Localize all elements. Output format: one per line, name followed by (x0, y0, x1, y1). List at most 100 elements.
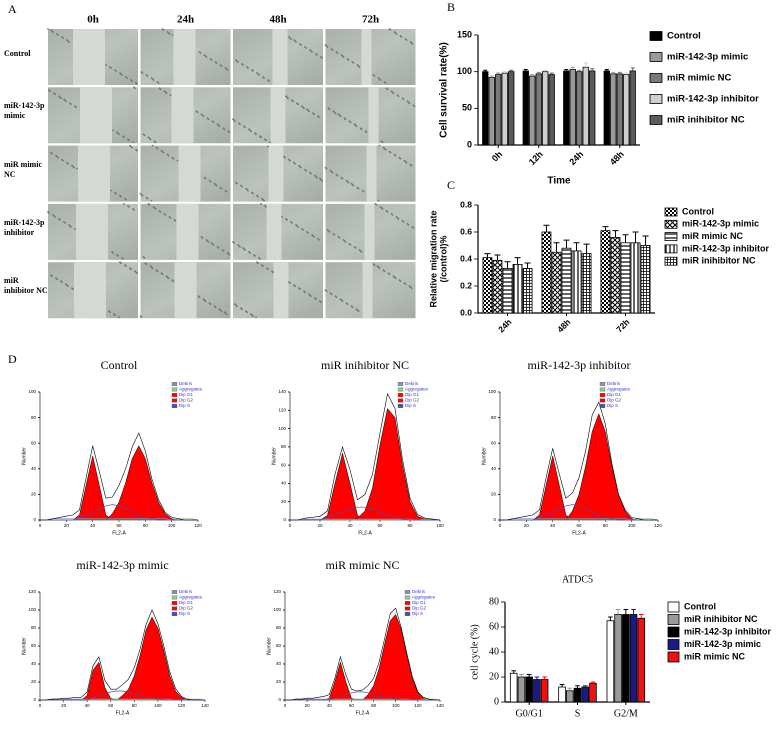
x-tick-label: 20 (64, 523, 70, 528)
bar (581, 253, 592, 314)
bar (581, 686, 589, 703)
x-tick-label: 20 (524, 523, 530, 528)
y-tick-label: 80 (489, 596, 499, 607)
cell-dot (398, 156, 401, 159)
legend-swatch (171, 612, 178, 616)
bar (508, 71, 515, 146)
cell-dot (399, 35, 402, 37)
y-axis-label: cell cycle (%) (469, 624, 480, 680)
y-tick-label: 40 (491, 466, 497, 471)
legend-label: miR-142-3p inhibitor (667, 94, 759, 105)
error-bar (590, 681, 596, 684)
error-bar (575, 685, 580, 689)
cell-dot (200, 236, 203, 238)
cell-dot (176, 159, 179, 162)
cell-dot (320, 56, 322, 58)
cell-dot (127, 138, 129, 141)
bar (540, 679, 549, 703)
cell-dot (227, 130, 230, 133)
scratch-gap (74, 262, 106, 319)
error-bar (564, 68, 569, 71)
scratch-gap (270, 87, 286, 144)
cell-dot (142, 133, 145, 136)
cell-dot (145, 74, 148, 76)
bar (563, 70, 570, 146)
cell-dot (388, 150, 391, 153)
y-tick-label: 40 (31, 661, 37, 666)
cell-dot (403, 282, 406, 285)
cell-dot (298, 164, 300, 167)
cell-dot (332, 233, 335, 235)
error-bar (638, 614, 644, 619)
bar (622, 614, 630, 703)
bar (522, 70, 529, 146)
x-tick-label: 0 (39, 523, 42, 528)
error-bar (514, 257, 521, 265)
legend-label: Dip S (179, 611, 190, 616)
scratch-gap (272, 29, 288, 85)
x-tick-label: 40 (347, 523, 353, 528)
bar (614, 614, 622, 703)
error-bar (524, 262, 531, 269)
cell-dot (132, 208, 134, 210)
cell-dot (114, 69, 116, 71)
cell-dot (105, 64, 107, 66)
bar (529, 75, 536, 146)
cell-dot (401, 97, 404, 100)
column-header: 24h (177, 14, 194, 26)
x-tick-label: 100 (436, 523, 444, 528)
cell-dot (209, 58, 212, 60)
cell-dot (334, 295, 337, 298)
legend-swatch (404, 595, 411, 600)
chart-title: miR inihibitor NC (321, 358, 409, 372)
error-bar (504, 261, 511, 269)
bar (492, 259, 503, 314)
cell-dot (409, 163, 412, 166)
peak-area (500, 413, 658, 521)
cell-dot (380, 140, 383, 143)
scratch-gap (266, 203, 282, 260)
cell-dot (254, 132, 256, 135)
cell-dot (251, 69, 253, 71)
legend-swatch (171, 382, 178, 386)
y-tick-label: 40 (31, 466, 37, 471)
x-tick-label: 0 (39, 703, 42, 708)
model-line (40, 504, 198, 521)
x-tick-label: 0h (490, 149, 505, 164)
cell-dot (112, 129, 114, 132)
cell-dot (53, 92, 55, 95)
bar (589, 70, 596, 146)
x-tick-label: 60 (576, 523, 582, 528)
cell-dot (55, 277, 57, 280)
cell-dot (314, 174, 316, 177)
cell-dot (222, 127, 225, 130)
cell-dot (219, 64, 222, 66)
legend-label: Dip G2 (607, 398, 622, 403)
x-tick-label: 80 (371, 703, 377, 708)
bar (629, 70, 636, 146)
cell-dot (304, 168, 306, 171)
peak-area (290, 453, 440, 521)
x-tick-label: G0/G1 (516, 708, 543, 719)
cell-dot (58, 218, 60, 220)
cell-dot (155, 146, 158, 149)
error-bar (590, 68, 595, 71)
chart-title: miR-142-3p inhibitor (528, 358, 631, 372)
cell-dot (158, 210, 161, 212)
scratch-gap (368, 87, 379, 144)
cell-dot (241, 63, 243, 65)
cell-dot (411, 226, 414, 228)
scratch-gap (76, 203, 108, 260)
panel-label: C (447, 178, 455, 192)
cell-dot (353, 246, 356, 248)
cell-dot (398, 279, 401, 282)
cell-dot (256, 72, 258, 74)
bar (569, 69, 576, 146)
histogram-outline (40, 432, 198, 521)
cell-dot (309, 49, 311, 51)
cell-dot (406, 100, 409, 103)
x-tick-label: 0 (284, 703, 287, 708)
cell-dot (311, 234, 313, 236)
bar (637, 617, 646, 703)
cell-dot (240, 184, 242, 187)
